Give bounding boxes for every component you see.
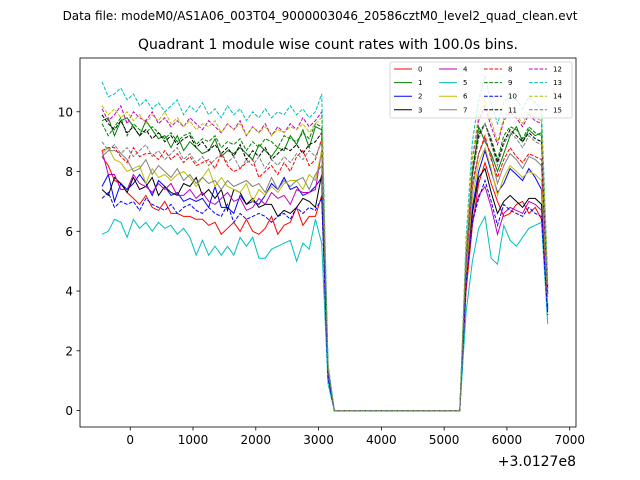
x-tick-label: 3000 bbox=[303, 433, 334, 447]
y-tick-label: 6 bbox=[65, 225, 73, 239]
series-line-10 bbox=[101, 178, 549, 412]
legend-label-1: 1 bbox=[418, 79, 422, 87]
legend-label-10: 10 bbox=[508, 93, 517, 101]
legend-label-0: 0 bbox=[418, 66, 422, 74]
axes-frame bbox=[79, 57, 577, 428]
legend-label-4: 4 bbox=[463, 66, 468, 74]
legend-label-8: 8 bbox=[508, 66, 512, 74]
x-tick-label: 4000 bbox=[366, 433, 397, 447]
series-layer bbox=[101, 75, 549, 412]
x-tick-label: 6000 bbox=[492, 433, 523, 447]
series-line-8 bbox=[101, 133, 549, 412]
x-tick-label: 7000 bbox=[554, 433, 585, 447]
y-tick-label: 4 bbox=[65, 285, 73, 299]
legend-label-6: 6 bbox=[463, 93, 468, 101]
legend-label-13: 13 bbox=[553, 79, 562, 87]
x-tick-label: 2000 bbox=[241, 433, 272, 447]
legend-label-7: 7 bbox=[463, 106, 467, 114]
series-line-5 bbox=[101, 214, 549, 412]
x-tick-label: 0 bbox=[126, 433, 134, 447]
legend-label-14: 14 bbox=[553, 93, 562, 101]
x-tick-label: 1000 bbox=[178, 433, 209, 447]
y-tick-label: 8 bbox=[65, 165, 73, 179]
x-tick-label: 5000 bbox=[429, 433, 460, 447]
y-tick-label: 10 bbox=[58, 105, 73, 119]
legend-label-12: 12 bbox=[553, 66, 562, 74]
x-offset-label: +3.0127e8 bbox=[498, 454, 576, 470]
legend-label-9: 9 bbox=[508, 79, 512, 87]
legend-label-15: 15 bbox=[553, 106, 562, 114]
legend-label-3: 3 bbox=[418, 106, 422, 114]
series-line-15 bbox=[101, 122, 549, 412]
series-line-9 bbox=[101, 116, 549, 412]
suptitle: Data file: modeM0/AS1A06_003T04_90000030… bbox=[63, 9, 578, 23]
legend-label-5: 5 bbox=[463, 79, 467, 87]
legend-frame bbox=[389, 61, 573, 119]
legend-label-2: 2 bbox=[418, 93, 422, 101]
legend-label-11: 11 bbox=[508, 106, 517, 114]
chart-title: Quadrant 1 module wise count rates with … bbox=[138, 37, 518, 53]
y-tick-label: 2 bbox=[65, 344, 73, 358]
y-tick-label: 0 bbox=[65, 404, 73, 418]
